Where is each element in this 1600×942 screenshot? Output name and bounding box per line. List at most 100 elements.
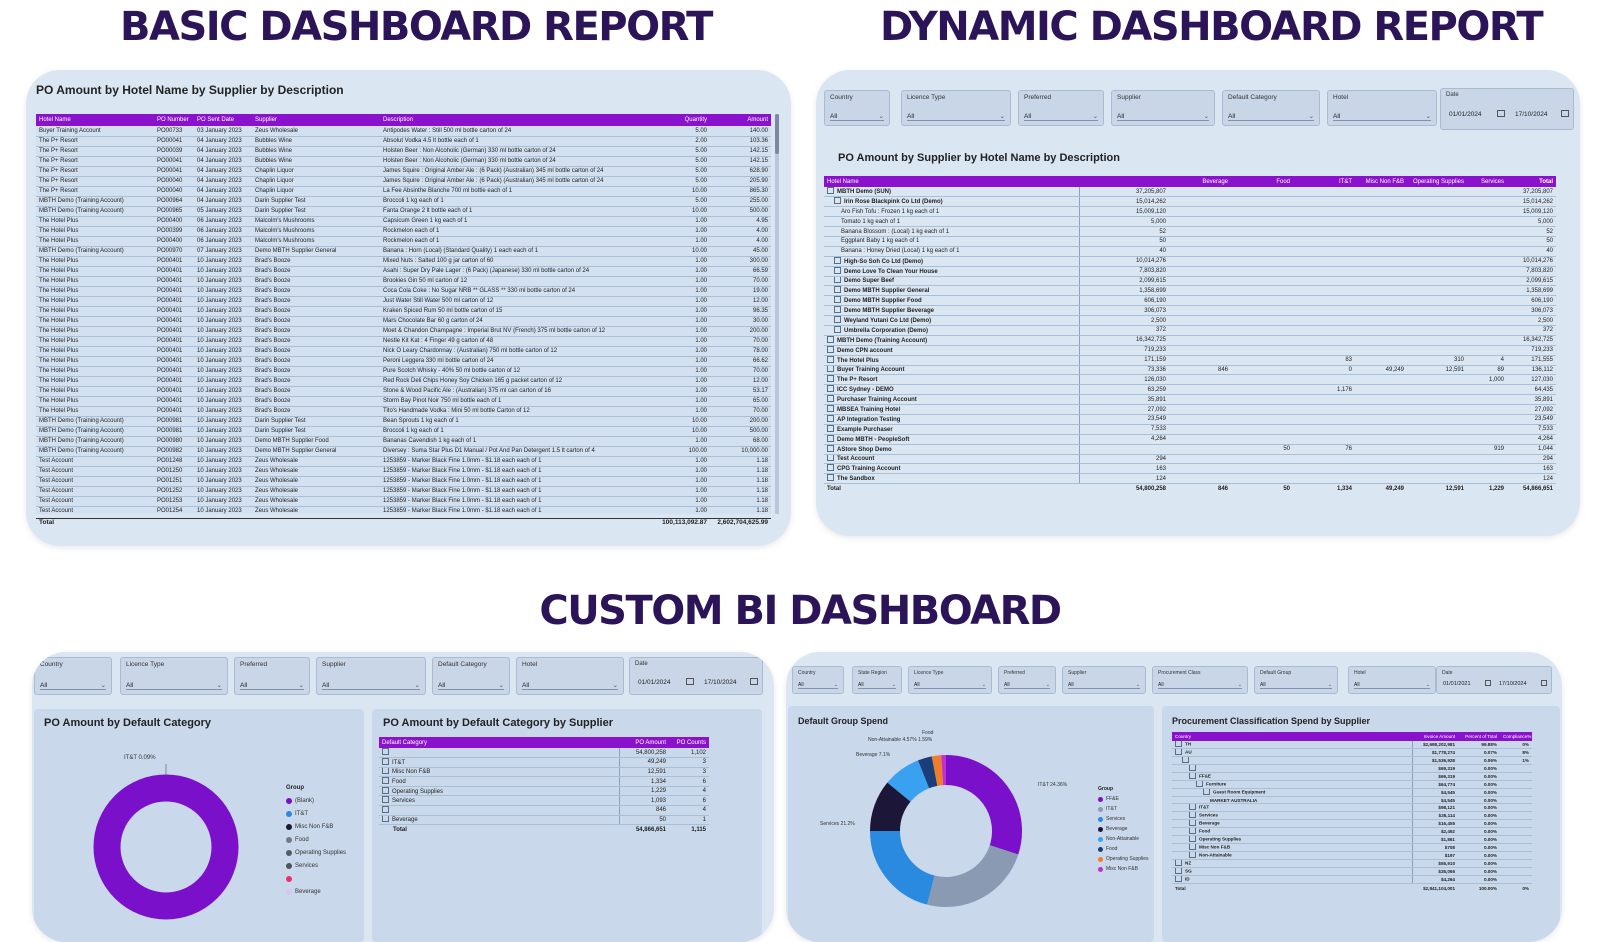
donut-segment-beverage[interactable]	[885, 792, 899, 831]
slicer-value[interactable]: All⌄	[522, 682, 618, 690]
column-header[interactable]: IT&T	[1293, 176, 1355, 187]
chevron-down-icon[interactable]: ⌄	[101, 681, 106, 689]
chevron-down-icon[interactable]: ⌄	[1000, 112, 1005, 120]
expand-icon[interactable]	[1189, 765, 1196, 772]
expand-icon[interactable]	[834, 197, 841, 204]
expand-icon[interactable]	[827, 365, 834, 372]
column-header[interactable]: Operating Supplies	[1407, 176, 1467, 187]
slicer-value[interactable]: All⌄	[1068, 682, 1140, 689]
expand-icon[interactable]	[827, 336, 834, 343]
expand-icon[interactable]	[1189, 828, 1196, 835]
legend-item[interactable]: (Blank)	[286, 794, 346, 807]
dynamic-date-from[interactable]: 01/01/2024	[1449, 111, 1482, 118]
chevron-down-icon[interactable]: ⌄	[1328, 682, 1332, 688]
chevron-down-icon[interactable]: ⌄	[879, 112, 884, 120]
chevron-down-icon[interactable]: ⌄	[834, 682, 838, 688]
column-header[interactable]: Services	[1467, 176, 1507, 187]
expand-icon[interactable]	[1175, 868, 1182, 875]
donut-segment-ffe[interactable]	[946, 770, 1007, 850]
donut-segment-itt[interactable]	[931, 850, 1004, 892]
legend-item[interactable]: Misc Non F&B	[286, 820, 346, 833]
expand-icon[interactable]	[827, 405, 834, 412]
expand-icon[interactable]	[1189, 773, 1196, 780]
expand-icon[interactable]	[827, 395, 834, 402]
chevron-down-icon[interactable]: ⌄	[1046, 682, 1050, 688]
chevron-down-icon[interactable]: ⌄	[1136, 682, 1140, 688]
slicer-value[interactable]: All⌄	[1024, 113, 1098, 121]
chevron-down-icon[interactable]: ⌄	[1093, 112, 1098, 120]
expand-icon[interactable]	[1196, 781, 1203, 788]
custom-right-date-from[interactable]: 01/01/2021	[1443, 681, 1471, 687]
slicer-value[interactable]: All⌄	[830, 113, 884, 121]
basic-scrollbar[interactable]	[775, 114, 779, 514]
expand-icon[interactable]	[827, 454, 834, 461]
calendar-icon[interactable]	[1485, 680, 1491, 686]
column-header[interactable]: Country	[1172, 732, 1412, 741]
calendar-icon[interactable]	[1541, 680, 1547, 686]
column-header[interactable]: Food	[1231, 176, 1293, 187]
legend-item[interactable]: IT&T	[1098, 804, 1149, 814]
legend-item[interactable]: Operating Supplies	[1098, 854, 1149, 864]
column-header[interactable]: Invoice Amount	[1412, 732, 1458, 741]
custom-left-date-slicer[interactable]: Date 01/01/2024 17/10/2024	[629, 657, 763, 695]
slicer-value[interactable]: All⌄	[914, 682, 986, 689]
legend-item[interactable]: Operating Supplies	[286, 846, 346, 859]
legend-item[interactable]: Services	[1098, 814, 1149, 824]
column-header[interactable]: Total	[1507, 176, 1556, 187]
expand-icon[interactable]	[827, 474, 834, 481]
expand-icon[interactable]	[827, 385, 834, 392]
legend-item[interactable]: Misc Non F&B	[1098, 864, 1149, 874]
expand-icon[interactable]	[834, 316, 841, 323]
expand-icon[interactable]	[1175, 741, 1182, 747]
custom-left-date-to[interactable]: 17/10/2024	[704, 679, 737, 686]
calendar-icon[interactable]	[1497, 110, 1505, 117]
matrix-row[interactable]: Irin Rose Blackpink Co Ltd (Demo)15,014,…	[824, 197, 1556, 207]
slicer-value[interactable]: All⌄	[907, 113, 1005, 121]
slicer-value[interactable]: All⌄	[1158, 682, 1242, 689]
slicer-value[interactable]: All⌄	[798, 682, 838, 689]
column-header[interactable]: Quantity	[650, 114, 710, 126]
expand-icon[interactable]	[827, 187, 834, 194]
expand-icon[interactable]	[1189, 820, 1196, 827]
expand-icon[interactable]	[382, 777, 389, 784]
legend-item[interactable]	[286, 872, 346, 885]
column-header[interactable]: PO Amount	[619, 737, 669, 748]
dynamic-date-slicer[interactable]: Date 01/01/2024 17/10/2024	[1440, 88, 1574, 130]
expand-icon[interactable]	[827, 375, 834, 382]
